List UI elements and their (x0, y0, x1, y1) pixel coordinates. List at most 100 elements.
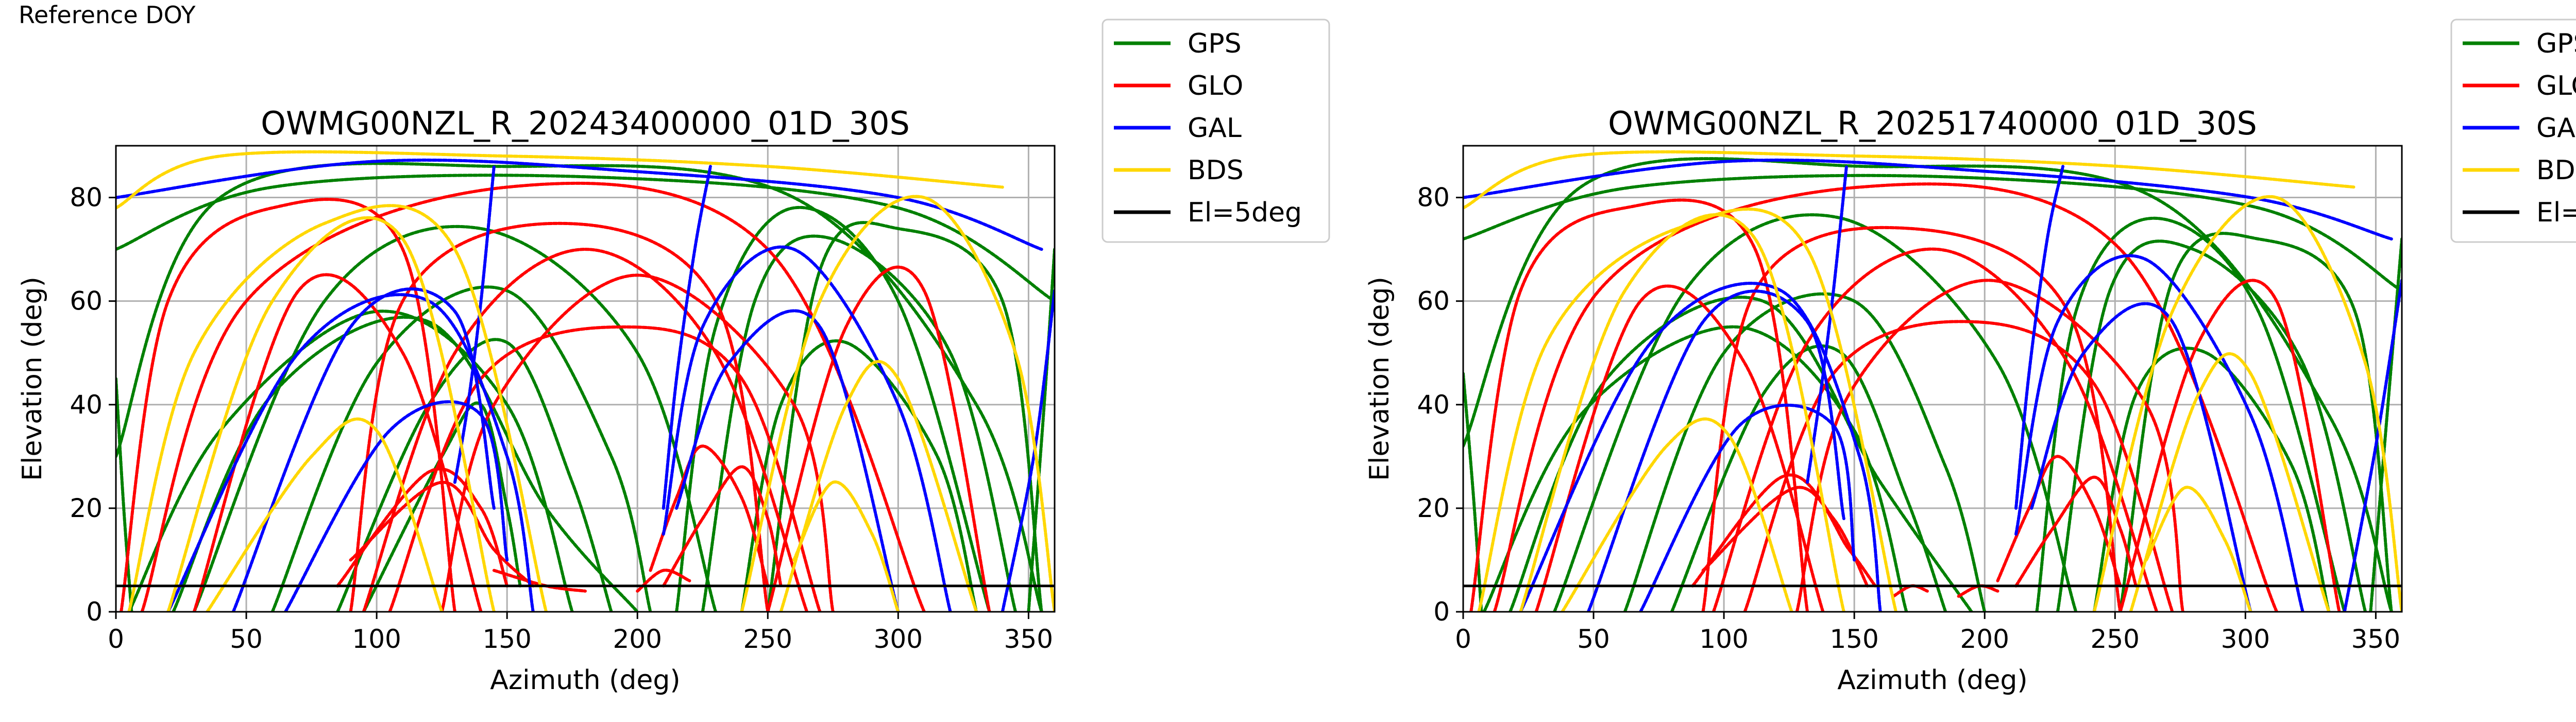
y-axis-label: Elevation (deg) (17, 277, 48, 481)
satellite-track-gal (1639, 403, 1856, 612)
x-tick-label: 250 (743, 624, 792, 654)
x-tick-label: 350 (1004, 624, 1053, 654)
satellite-track-glo (1743, 320, 2174, 612)
satellite-track-gps (740, 339, 978, 612)
tracks (1463, 150, 2402, 612)
chart-2: OWMG00NZL_R_20251740000_01D_30S 0 50 100 150… (1364, 19, 2576, 696)
y-tick-label: 60 (1417, 286, 1450, 316)
satellite-track-glo (1711, 247, 2159, 612)
satellite-track-glo (1701, 486, 1877, 588)
legend-label: GLO (1188, 71, 1243, 101)
legend-label: GPS (1188, 28, 1242, 59)
satellite-track-gal (231, 287, 496, 612)
satellite-track-gps (766, 221, 1043, 612)
satellite-track-gps (1553, 213, 2078, 612)
legend-label: BDS (2536, 155, 2576, 186)
satellite-track-bds (792, 480, 900, 612)
satellite-track-gal (675, 309, 900, 612)
plot-frame (1462, 145, 2403, 613)
x-tick-label: 200 (1960, 624, 2009, 654)
y-axis-label: Elevation (deg) (1364, 277, 1395, 481)
chart-title: OWMG00NZL_R_20251740000_01D_30S (1608, 105, 2257, 142)
satellite-track-bds (2145, 486, 2252, 612)
satellite-track-gps (172, 316, 639, 612)
satellite-track-bds (127, 204, 548, 612)
satellite-track-gps (1463, 174, 2402, 293)
legend-box (1101, 19, 1330, 243)
satellite-track-gal (2014, 254, 2304, 612)
x-tick-label: 350 (2351, 624, 2400, 654)
satellite-track-gps (1027, 248, 1055, 612)
satellite-track-gps (2056, 239, 2367, 612)
x-tick-label: 50 (230, 624, 263, 654)
satellite-track-bds (1463, 150, 2357, 210)
legend-box (2450, 19, 2576, 243)
legend-label: GAL (2536, 113, 2576, 144)
legend-label: GLO (2536, 71, 2576, 101)
satellite-track-gps (192, 225, 718, 612)
x-tick-label: 0 (1455, 624, 1471, 654)
satellite-track-gal (166, 293, 535, 612)
satellite-track-gps (1463, 372, 1483, 612)
satellite-track-gps (1463, 157, 2393, 612)
satellite-track-gal (2343, 279, 2402, 612)
satellite-track-gps (2369, 237, 2402, 612)
satellite-track-glo (2119, 279, 2341, 612)
satellite-track-gps (1670, 344, 1947, 612)
figure-suptitle: Reference DOY (19, 1, 196, 29)
satellite-track-bds (116, 150, 1004, 210)
axes: 0 50 100 150 200 250 300 350 0 20 40 60 80 Azimuth (d… (17, 183, 1053, 696)
legend-label: El=5deg (2536, 197, 2576, 228)
satellite-track-bds (1519, 213, 1845, 612)
series-gps (116, 162, 1055, 612)
satellite-track-glo (649, 444, 770, 588)
y-tick-label: 80 (70, 183, 103, 213)
x-tick-label: 300 (2221, 624, 2270, 654)
satellite-track-bds (779, 360, 978, 612)
satellite-track-gps (270, 285, 652, 612)
satellite-track-bds (166, 216, 496, 612)
satellite-track-glo (349, 480, 535, 588)
y-tick-label: 80 (1417, 183, 1450, 213)
satellite-track-gal (1001, 289, 1055, 612)
satellite-track-gps (675, 205, 991, 612)
x-tick-label: 0 (108, 624, 124, 654)
satellite-track-gps (116, 162, 1043, 612)
satellite-track-gal (1806, 165, 1848, 484)
satellite-track-gal (1519, 282, 1882, 612)
y-tick-label: 40 (70, 390, 103, 420)
satellite-track-gps (1623, 292, 1987, 612)
series-gps (1463, 157, 2402, 612)
x-tick-label: 100 (352, 624, 401, 654)
legend-label: El=5deg (1188, 197, 1302, 228)
x-tick-label: 150 (1829, 624, 1878, 654)
legend-label: GAL (1188, 113, 1242, 144)
chart-title: OWMG00NZL_R_20243400000_01D_30S (261, 105, 910, 142)
x-axis-label: Azimuth (deg) (490, 665, 680, 696)
satellite-track-gps (336, 338, 613, 612)
legend-label: BDS (1188, 155, 1244, 186)
x-axis-label: Azimuth (deg) (1837, 665, 2027, 696)
satellite-track-gps (362, 401, 522, 612)
x-tick-label: 200 (613, 624, 662, 654)
satellite-track-gal (1463, 158, 2393, 240)
satellite-track-glo (2014, 475, 2138, 588)
grid (115, 146, 1055, 613)
satellite-track-gal (2014, 165, 2065, 510)
satellite-track-glo (1795, 279, 2184, 612)
x-tick-label: 150 (482, 624, 531, 654)
chart-1: OWMG00NZL_R_20243400000_01D_30S 0 50 100 150… (17, 19, 1330, 696)
tracks (116, 150, 1055, 612)
series-gal (1463, 158, 2402, 612)
satellite-track-glo (1534, 284, 1825, 612)
satellite-track-glo (120, 198, 456, 612)
y-tick-label: 20 (70, 493, 103, 523)
satellite-track-bds (2092, 195, 2402, 612)
satellite-track-glo (1892, 584, 1929, 598)
satellite-track-glo (1957, 584, 1999, 598)
satellite-track-gal (116, 158, 1043, 251)
x-tick-label: 100 (1699, 624, 1748, 654)
legend-label: GPS (2536, 28, 2576, 59)
satellite-track-glo (1469, 198, 1809, 612)
